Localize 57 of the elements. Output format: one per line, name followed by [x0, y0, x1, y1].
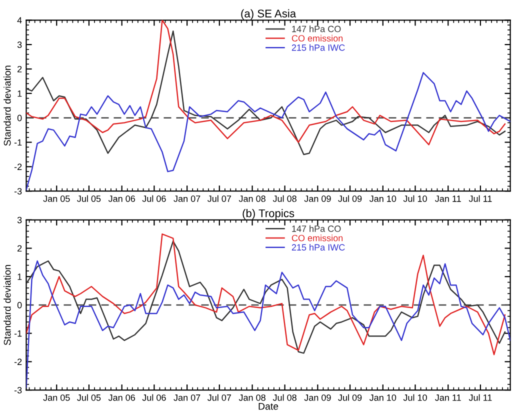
y-tick-label: 3 [17, 216, 22, 224]
chart-title: (a) SE Asia [241, 9, 296, 20]
x-tick-label: Jan 05 [43, 394, 70, 401]
y-tick-label: 2 [18, 66, 22, 72]
x-tick-label: Jan 08 [238, 196, 266, 202]
x-tick-label: Jul 08 [272, 394, 296, 401]
y-tick-label: -3 [14, 387, 22, 394]
x-tick-label: Jul 10 [403, 195, 427, 202]
y-tick-label: -3 [14, 188, 22, 194]
y-tick-label: 1 [18, 274, 22, 280]
x-tick-label: Jul 09 [338, 394, 362, 401]
y-tick-label: -1 [14, 330, 22, 337]
x-tick-label: Jan 06 [108, 196, 135, 202]
x-tick-label: Jul 07 [208, 195, 231, 202]
x-tick-label: Jul 08 [272, 195, 296, 202]
y-tick-label: -1 [14, 139, 22, 146]
legend-label: CO emission [292, 34, 343, 42]
x-tick-label: Jan 07 [174, 394, 200, 401]
y-tick-label: 2 [18, 245, 22, 252]
x-tick-label: Jan 11 [435, 196, 461, 202]
x-tick-label: Jan 07 [174, 196, 200, 202]
x-tick-label: Jul 07 [208, 394, 231, 401]
line-series [26, 20, 506, 146]
legend-label: 215 hPa IWC [292, 44, 345, 51]
y-tick-label: 4 [17, 17, 22, 24]
y-tick-label: 3 [17, 42, 22, 48]
x-tick-label: Jan 11 [435, 394, 461, 401]
x-tick-label: Jul 06 [142, 195, 166, 202]
line-series [26, 260, 510, 388]
x-tick-label: Jul 05 [77, 394, 101, 401]
x-tick-label: Jul 06 [142, 394, 166, 401]
x-tick-label: Jul 05 [77, 195, 101, 202]
x-tick-label: Jan 09 [304, 394, 331, 401]
x-tick-label: Jan 10 [369, 394, 396, 401]
y-tick-label: -2 [14, 164, 22, 170]
legend-label: 215 hPa IWC [292, 244, 345, 251]
y-tick-label: 0 [17, 114, 22, 122]
x-tick-label: Jan 08 [238, 394, 266, 401]
x-tick-label: Jan 09 [304, 196, 331, 202]
y-axis-title: Standard deviation [4, 265, 11, 346]
y-axis-title: Standard deviation [4, 66, 11, 146]
x-tick-label: Jan 10 [369, 196, 396, 202]
x-tick-label: Jan 06 [108, 394, 135, 401]
y-tick-label: 1 [18, 90, 22, 97]
y-tick-label: -2 [14, 358, 22, 365]
x-axis-title: Date [258, 402, 278, 410]
legend-label: CO emission [292, 234, 343, 242]
x-tick-label: Jul 10 [403, 394, 427, 401]
chart-title: (b) Tropics [242, 209, 294, 220]
line-series [26, 30, 506, 156]
x-tick-label: Jul 11 [468, 195, 492, 202]
x-tick-label: Jan 05 [43, 196, 70, 202]
x-tick-label: Jul 11 [468, 394, 492, 401]
text: 147 hPa CO [292, 26, 341, 32]
text: 147 hPa CO [292, 225, 341, 232]
y-tick-label: 0 [17, 302, 22, 308]
x-tick-label: Jul 09 [338, 195, 362, 202]
